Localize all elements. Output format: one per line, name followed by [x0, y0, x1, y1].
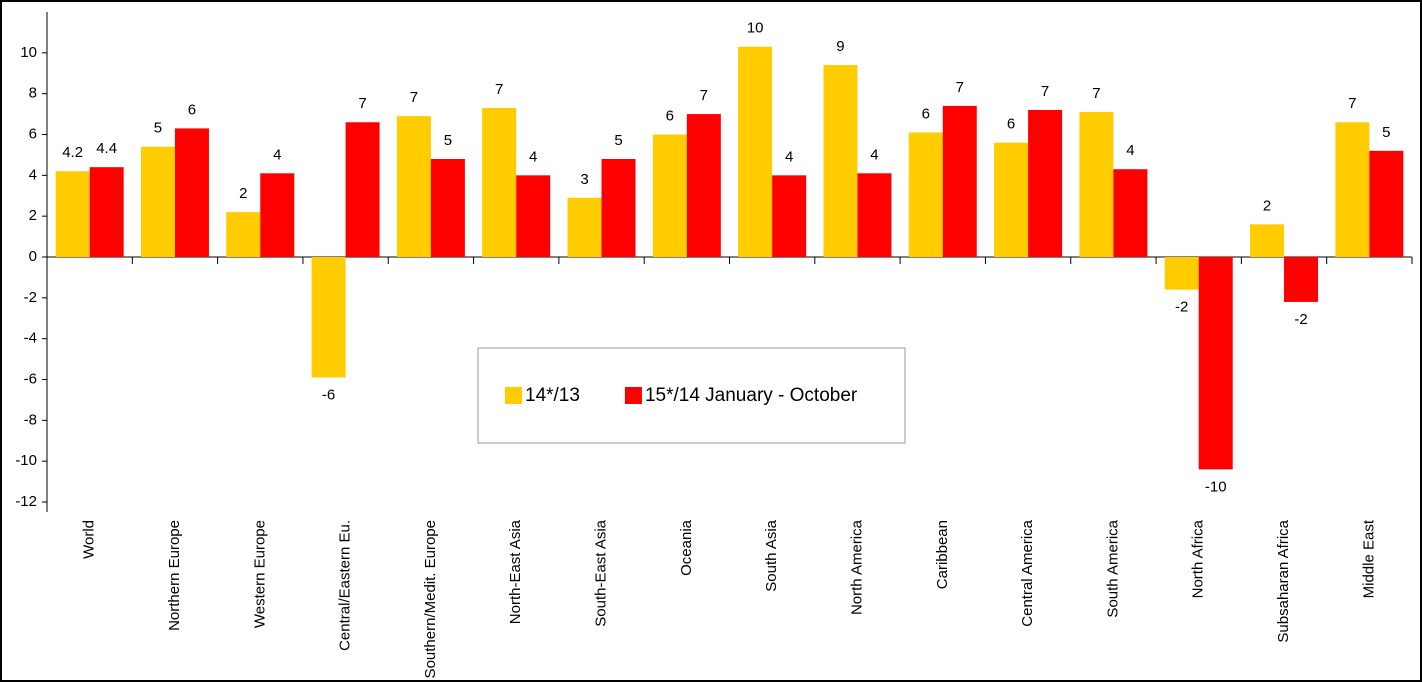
value-label: 4	[529, 148, 537, 165]
bar	[908, 132, 943, 257]
value-label: 5	[154, 120, 162, 137]
x-tick-label: Central/Eastern Eu.	[337, 520, 354, 651]
value-label: 6	[922, 105, 930, 122]
y-tick-label: 10	[20, 44, 37, 61]
bar	[1284, 257, 1319, 302]
bar	[1079, 112, 1114, 258]
value-label: -2	[1175, 299, 1188, 316]
bar	[1164, 257, 1199, 290]
y-tick-label: -10	[15, 452, 37, 469]
bar	[1250, 224, 1285, 257]
bar	[226, 212, 261, 257]
bar	[1369, 150, 1404, 257]
legend-swatch	[624, 387, 642, 404]
legend-label: 14*/13	[525, 385, 580, 406]
x-tick-label: Caribbean	[934, 520, 951, 589]
x-tick-label: World	[81, 520, 98, 559]
value-label: 4	[1126, 142, 1134, 159]
x-tick-label: North-East Asia	[507, 519, 524, 624]
bar	[1335, 122, 1370, 257]
value-label: 9	[836, 38, 844, 55]
bar	[942, 105, 977, 258]
value-label: -2	[1294, 311, 1307, 328]
bar	[994, 142, 1029, 257]
value-label: 7	[410, 89, 418, 106]
value-label: 7	[956, 79, 964, 96]
y-tick-label: 6	[29, 125, 37, 142]
x-tick-label: Western Europe	[251, 520, 268, 628]
value-label: 2	[1263, 197, 1271, 214]
value-label: 7	[700, 87, 708, 104]
value-label: 6	[1007, 116, 1015, 133]
x-tick-label: North America	[848, 519, 865, 615]
bar	[396, 116, 431, 257]
bar	[1113, 169, 1148, 257]
legend-label: 15*/14 January - October	[645, 385, 858, 406]
x-tick-label: South Asia	[763, 519, 780, 591]
value-label: 6	[666, 107, 674, 124]
value-label: 5	[1382, 124, 1390, 141]
bar	[482, 107, 517, 257]
value-label: 7	[495, 81, 503, 98]
bar	[1198, 257, 1233, 470]
value-label: -10	[1205, 478, 1227, 495]
bar	[89, 167, 124, 257]
legend-box	[477, 347, 906, 444]
y-tick-label: -12	[15, 493, 37, 510]
y-tick-label: -6	[24, 370, 37, 387]
y-tick-label: -8	[24, 411, 37, 428]
value-label: 4	[870, 146, 878, 163]
value-label: 4	[785, 148, 793, 165]
value-label: 2	[239, 185, 247, 202]
value-label: 4	[273, 146, 281, 163]
y-tick-label: -4	[24, 330, 37, 347]
y-tick-label: -2	[24, 289, 37, 306]
value-label: 3	[580, 171, 588, 188]
y-tick-label: 2	[29, 207, 37, 224]
x-tick-label: Southern/Medit. Europe	[422, 520, 439, 678]
value-label: 6	[188, 101, 196, 118]
bar	[311, 257, 346, 378]
y-tick-label: 0	[29, 248, 37, 265]
y-tick-label: 4	[29, 166, 37, 183]
value-label: 5	[444, 132, 452, 149]
bar	[430, 159, 465, 257]
value-label: 7	[1348, 95, 1356, 112]
x-tick-label: Middle East	[1360, 519, 1377, 598]
bar	[516, 175, 551, 257]
value-label: -6	[322, 386, 335, 403]
bar	[686, 114, 721, 257]
bar	[601, 159, 636, 257]
bar	[823, 65, 858, 257]
x-tick-label: Northern Europe	[166, 520, 183, 631]
bar	[567, 197, 602, 257]
x-tick-label: North Africa	[1190, 519, 1207, 598]
value-label: 7	[1041, 83, 1049, 100]
value-label: 10	[747, 20, 764, 37]
value-label: 7	[1092, 85, 1100, 102]
y-tick-label: 8	[29, 85, 37, 102]
x-tick-label: South-East Asia	[593, 519, 610, 626]
bar	[652, 134, 687, 257]
value-label: 5	[614, 132, 622, 149]
bar	[345, 122, 380, 257]
bar	[55, 171, 90, 257]
bar	[140, 146, 175, 257]
legend-swatch	[505, 387, 522, 404]
value-label: 7	[358, 95, 366, 112]
bar	[1028, 110, 1063, 257]
bar	[772, 175, 807, 257]
bar	[174, 128, 209, 257]
bar	[738, 46, 773, 258]
bar	[857, 173, 892, 257]
bar	[260, 173, 295, 257]
x-tick-label: South America	[1104, 519, 1121, 617]
x-tick-label: Oceania	[678, 519, 695, 576]
value-label: 4.4	[96, 140, 117, 157]
x-tick-label: Central America	[1019, 519, 1036, 626]
x-tick-label: Subsaharan Africa	[1275, 519, 1292, 642]
value-label: 4.2	[62, 144, 83, 161]
